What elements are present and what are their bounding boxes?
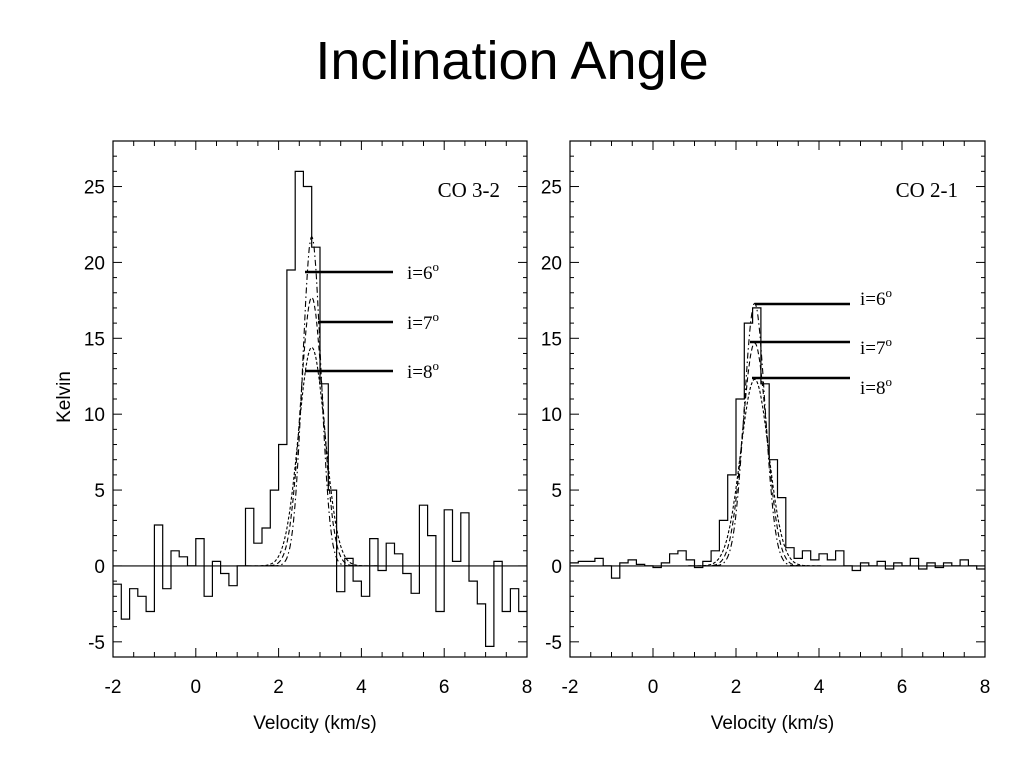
panel-1-y-tick-label: 15 (84, 329, 105, 350)
panel-2-x-tick-label: 0 (648, 677, 659, 698)
panel-1-model-curve-2 (245, 296, 378, 567)
panel-1-x-tick-label: 8 (522, 677, 533, 698)
panel-1-frame (112, 140, 528, 658)
panel-1-annotation-label-3: i=8o (407, 358, 439, 383)
panel-2-x-tick-label: 8 (980, 677, 991, 698)
panel-1-y-tick-label: 10 (84, 405, 105, 426)
panel-1-x-tick-label: -2 (105, 677, 122, 698)
panel-1-observed-spectrum (113, 170, 527, 647)
panel-2-annotation-label-2: i=7o (860, 334, 892, 359)
panel-2-y-tick-label: 10 (541, 405, 562, 426)
panel-2-annotation-label-3: i=8o (860, 374, 892, 399)
panel-2-x-tick-label: 4 (814, 677, 825, 698)
panel-1-y-axis-label: Kelvin (54, 371, 75, 423)
panel-1-y-tick-label: 25 (84, 178, 105, 199)
panel-1-annotation-label-2: i=7o (407, 309, 439, 334)
panel-1-x-tick-label: 0 (191, 677, 202, 698)
panel-2-frame (569, 140, 986, 658)
panel-1-model-curve-3 (245, 346, 378, 567)
panel-1-title: CO 3-2 (438, 178, 500, 202)
panel-2-y-tick-label: 5 (551, 481, 562, 502)
panel-1-x-tick-label: 2 (273, 677, 284, 698)
panel-1-x-tick-label: 6 (439, 677, 450, 698)
panel-1-y-tick-label: 5 (94, 481, 105, 502)
panel-1-y-tick-label: 20 (84, 253, 105, 274)
panel-2-y-tick-label: 20 (541, 253, 562, 274)
panel-2-x-tick-label: 2 (731, 677, 742, 698)
panel-2-x-tick-label: 6 (897, 677, 908, 698)
panel-2-model-curve-2 (688, 342, 822, 567)
panel-1-y-tick-label: 0 (94, 557, 105, 578)
panel-2-y-tick-label: 0 (551, 557, 562, 578)
panel-2-x-axis-label: Velocity (km/s) (711, 713, 835, 734)
panel-1-model-curve-1 (245, 235, 378, 567)
panel-2-model-curve-1 (688, 302, 822, 567)
panel-2-y-tick-label: 25 (541, 178, 562, 199)
panel-2-y-tick-label: -5 (545, 633, 562, 654)
panel-1-y-tick-label: -5 (88, 633, 105, 654)
panel-2-observed-spectrum (570, 307, 985, 579)
panel-2-annotation-label-1: i=6o (860, 285, 892, 310)
panel-2-title: CO 2-1 (896, 178, 958, 202)
panel-1-x-axis-label: Velocity (km/s) (253, 713, 377, 734)
panel-2-model-curve-3 (688, 378, 822, 567)
panel-2-x-tick-label: -2 (562, 677, 579, 698)
panel-1-x-tick-label: 4 (356, 677, 367, 698)
panel-1-annotation-label-1: i=6o (407, 259, 439, 284)
panel-2-y-tick-label: 15 (541, 329, 562, 350)
slide-title: Inclination Angle (315, 31, 709, 91)
